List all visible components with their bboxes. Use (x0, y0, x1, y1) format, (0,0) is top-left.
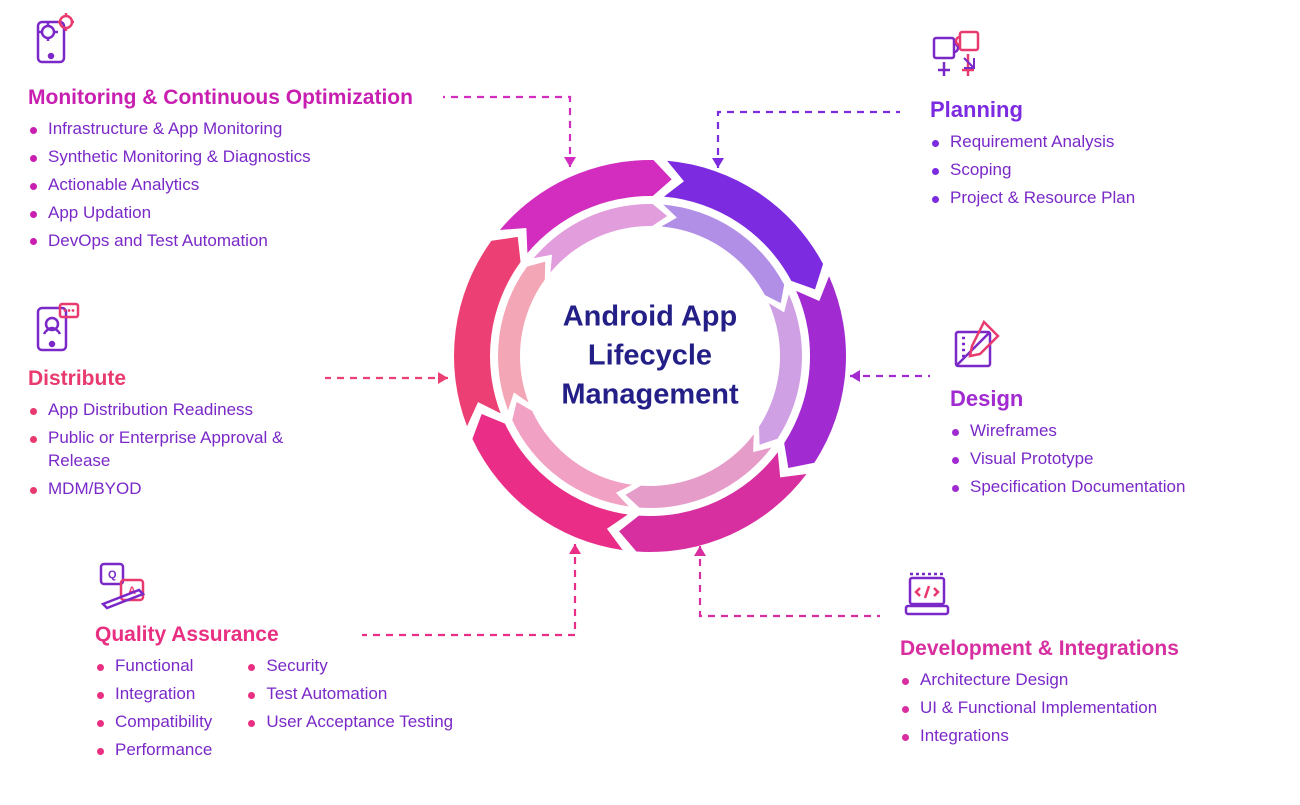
list-item: Specification Documentation (952, 476, 1270, 499)
laptop-code-icon (900, 568, 954, 622)
design-ruler-icon (950, 318, 1004, 372)
design-section-title: Design (950, 386, 1270, 412)
list-item: Requirement Analysis (932, 131, 1250, 154)
svg-text:Q: Q (108, 569, 117, 581)
list-item: Visual Prototype (952, 448, 1270, 471)
development-section-title: Development & Integrations (900, 636, 1260, 661)
center-title: Android App Lifecycle Management (561, 297, 738, 414)
development-section-list: Architecture Design UI & Functional Imple… (900, 669, 1260, 748)
monitoring-section: Monitoring & Continuous Optimization Infr… (28, 85, 448, 258)
connector-0 (718, 112, 900, 168)
list-item: Compatibility (97, 711, 212, 734)
list-item: Project & Resource Plan (932, 187, 1250, 210)
connector-3-arrow (569, 544, 581, 554)
distribute-section: Distribute App Distribution Readiness Publ… (28, 366, 338, 506)
connector-1-arrow (850, 370, 860, 382)
qa-pencil-icon: Q A (95, 558, 149, 612)
list-item: Integration (97, 683, 212, 706)
connector-2-arrow (694, 546, 706, 556)
connector-5 (443, 97, 570, 167)
qa-section-list: Functional Integration Compatibility Perfor… (95, 655, 212, 767)
planning-section-list: Requirement Analysis Scoping Project & Res… (930, 131, 1250, 210)
development-section: Development & Integrations Architecture D… (900, 636, 1260, 753)
puzzle-select-icon (930, 26, 984, 80)
list-item: Security (248, 655, 453, 678)
center-line1: Android App (563, 300, 738, 332)
qa-section-title: Quality Assurance (95, 622, 525, 647)
list-item: DevOps and Test Automation (30, 230, 448, 253)
planning-section: Planning Requirement Analysis Scoping Proje… (930, 97, 1250, 215)
planning-section-title: Planning (930, 97, 1250, 123)
connector-4-arrow (438, 372, 448, 384)
distribute-section-list: App Distribution Readiness Public or Ente… (28, 399, 338, 501)
list-item: Test Automation (248, 683, 453, 706)
lifecycle-diagram: Android App Lifecycle Management Q A (0, 0, 1300, 800)
design-section-list: Wireframes Visual Prototype Specification … (950, 420, 1270, 499)
monitoring-section-list: Infrastructure & App Monitoring Synthetic… (28, 118, 448, 253)
list-item: User Acceptance Testing (248, 711, 453, 734)
connector-0-arrow (712, 158, 724, 168)
list-item: Performance (97, 739, 212, 762)
list-item: Integrations (902, 725, 1260, 748)
qa-section-list: Security Test Automation User Acceptance T… (246, 655, 453, 767)
list-item: Actionable Analytics (30, 174, 448, 197)
list-item: Functional (97, 655, 212, 678)
mobile-notification-icon (28, 300, 82, 354)
gears-mobile-icon (30, 12, 84, 66)
list-item: Scoping (932, 159, 1250, 182)
connector-5-arrow (564, 157, 576, 167)
center-line2: Lifecycle (588, 339, 712, 371)
connector-2 (700, 546, 880, 616)
list-item: App Updation (30, 202, 448, 225)
list-item: Infrastructure & App Monitoring (30, 118, 448, 141)
distribute-section-title: Distribute (28, 366, 338, 391)
monitoring-section-title: Monitoring & Continuous Optimization (28, 85, 448, 110)
list-item: App Distribution Readiness (30, 399, 338, 422)
list-item: Public or Enterprise Approval & Release (30, 427, 338, 473)
list-item: UI & Functional Implementation (902, 697, 1260, 720)
list-item: Architecture Design (902, 669, 1260, 692)
qa-section: Quality Assurance Functional Integration Co… (95, 622, 525, 767)
list-item: MDM/BYOD (30, 478, 338, 501)
center-line3: Management (561, 379, 738, 411)
design-section: Design Wireframes Visual Prototype Specific… (950, 386, 1270, 504)
list-item: Synthetic Monitoring & Diagnostics (30, 146, 448, 169)
list-item: Wireframes (952, 420, 1270, 443)
